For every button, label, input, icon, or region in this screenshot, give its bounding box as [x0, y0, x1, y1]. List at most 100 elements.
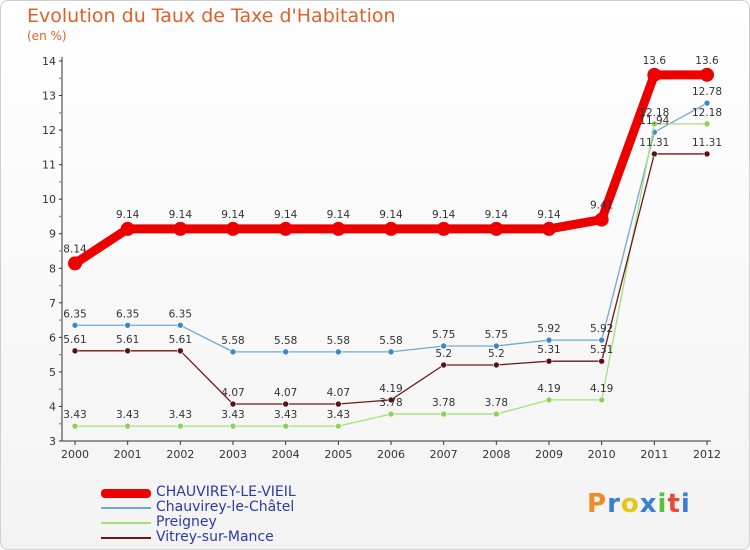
x-tick-label: 2001: [114, 448, 142, 461]
data-point: [124, 422, 131, 430]
data-label: 12.18: [639, 107, 669, 119]
y-tick-label: 7: [49, 297, 56, 310]
data-label: 5.61: [116, 334, 139, 346]
data-point: [542, 221, 556, 236]
data-point: [226, 221, 240, 236]
data-point: [177, 347, 184, 355]
data-point: [598, 396, 605, 404]
data-point: [173, 221, 188, 236]
logo-letter: r: [607, 489, 621, 519]
data-label: 9.14: [327, 209, 351, 221]
data-point: [331, 221, 346, 236]
y-minor-tick: [59, 250, 61, 252]
legend-item: Chauvirey-le-Châtel: [101, 499, 431, 516]
data-point: [647, 67, 662, 82]
data-label: 4.19: [590, 383, 613, 395]
data-label: 3.78: [432, 397, 455, 409]
data-label: 5.2: [488, 348, 505, 360]
data-label: 9.41: [590, 200, 613, 212]
data-label: 4.19: [379, 383, 402, 395]
data-label: 12.18: [692, 107, 722, 119]
data-point: [71, 422, 79, 430]
legend-label: CHAUVIREY-LE-VIEIL: [156, 484, 296, 500]
data-label: 3.43: [63, 409, 86, 421]
data-point: [278, 221, 293, 236]
data-label: 9.14: [221, 209, 245, 221]
data-point: [594, 212, 609, 227]
data-label: 3.78: [379, 397, 402, 409]
x-tick-label: 2008: [482, 448, 510, 461]
y-tick-label: 9: [49, 228, 56, 241]
data-label: 3.43: [116, 409, 139, 421]
legend: CHAUVIREY-LE-VIEIL Chauvirey-le-Châtel P…: [101, 484, 431, 546]
series-line-preigney: [74, 123, 708, 427]
x-tick-label: 2011: [640, 448, 668, 461]
legend-item: Vitrey-sur-Mance: [101, 529, 431, 546]
legend-item: Preigney: [101, 514, 431, 531]
x-tick-label: 2009: [535, 448, 563, 461]
data-label: 13.6: [695, 55, 719, 67]
y-tick-label: 12: [42, 124, 56, 137]
y-minor-tick: [59, 388, 61, 390]
data-point: [651, 120, 658, 128]
data-label: 4.07: [221, 387, 244, 399]
data-label: 5.75: [432, 329, 455, 341]
logo-letter: t: [667, 489, 681, 519]
data-label: 12.78: [692, 86, 722, 98]
data-label: 5.2: [435, 348, 452, 360]
legend-swatch-preigney: [101, 522, 151, 524]
data-point: [493, 361, 500, 369]
data-label: 9.14: [116, 209, 140, 221]
data-label: 3.43: [327, 409, 350, 421]
data-point: [545, 336, 553, 344]
data-label: 11.31: [639, 137, 669, 149]
data-label: 5.58: [379, 335, 402, 347]
data-point: [120, 221, 135, 236]
data-point: [598, 336, 605, 344]
data-point: [229, 400, 237, 408]
y-tick-label: 5: [49, 366, 56, 379]
x-tick-label: 2006: [377, 448, 405, 461]
data-point: [177, 321, 184, 329]
data-point: [489, 221, 504, 236]
y-minor-tick: [59, 422, 61, 425]
data-label: 5.58: [327, 335, 350, 347]
data-point: [493, 410, 500, 418]
data-point: [440, 342, 447, 350]
data-point: [282, 348, 289, 356]
y-tick-label: 11: [42, 159, 56, 172]
legend-swatch-chauvirey-le-chatel: [101, 507, 151, 509]
data-point: [703, 99, 711, 107]
data-point: [282, 400, 289, 408]
data-label: 5.31: [537, 344, 560, 356]
chart-title: Evolution du Taux de Taxe d'Habitation: [27, 5, 396, 27]
data-label: 3.43: [274, 409, 297, 421]
legend-label: Preigney: [156, 514, 217, 530]
x-tick-label: 2004: [272, 448, 300, 461]
y-tick-label: 14: [42, 55, 56, 68]
data-point: [703, 120, 711, 128]
data-point: [335, 422, 342, 430]
data-point: [124, 347, 131, 355]
legend-swatch-chauvirey-le-vieil: [101, 489, 151, 498]
data-point: [387, 410, 395, 418]
data-point: [71, 347, 79, 355]
y-tick-label: 4: [49, 400, 56, 413]
legend-label: Vitrey-sur-Mance: [156, 529, 274, 545]
y-minor-tick: [59, 146, 61, 149]
x-tick-label: 2007: [430, 448, 458, 461]
data-point: [493, 342, 500, 350]
y-minor-tick: [59, 112, 61, 114]
data-point: [71, 321, 79, 329]
data-label: 9.14: [485, 209, 509, 221]
y-minor-tick: [59, 215, 61, 218]
data-point: [545, 396, 553, 404]
data-point: [177, 422, 184, 430]
x-tick-label: 2002: [166, 448, 194, 461]
data-label: 4.19: [537, 383, 560, 395]
data-label: 5.58: [221, 335, 244, 347]
data-label: 6.35: [63, 308, 86, 320]
data-point: [124, 321, 131, 329]
